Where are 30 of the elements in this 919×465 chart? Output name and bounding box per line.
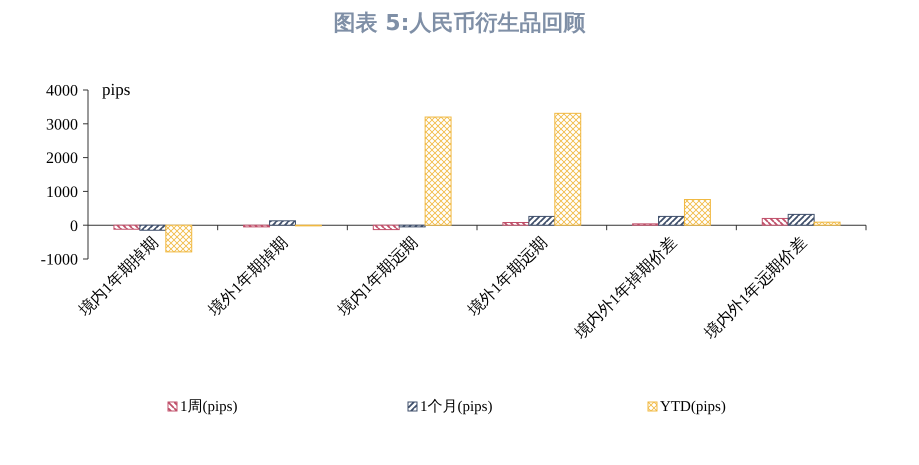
bar [139, 224, 166, 231]
legend-label: YTD(pips) [660, 399, 726, 415]
bar [424, 116, 452, 226]
bar [814, 222, 841, 226]
y-tick-label: 1000 [46, 184, 78, 201]
bar [113, 224, 140, 230]
legend-label: 1个月(pips) [420, 398, 492, 415]
x-tick-label: 境外1年期远期 [464, 233, 551, 320]
x-tick-label: 境内外1年远期价差 [700, 233, 810, 343]
bar [165, 224, 192, 252]
y-tick-label: 2000 [46, 150, 78, 168]
x-tick-label: 境外1年期掉期 [204, 233, 292, 320]
y-tick-label: 0 [70, 218, 78, 235]
y-axis-title: pips [102, 80, 130, 99]
bar [269, 220, 296, 226]
bar [658, 216, 685, 226]
bar [762, 218, 789, 226]
bar [502, 222, 530, 226]
y-tick-label: 4000 [46, 82, 78, 100]
x-tick-label: 境内外1年掉期价差 [570, 233, 680, 343]
bar [372, 224, 400, 230]
chart-title: 图表 5:人民币衍生品回顾 [334, 11, 586, 36]
bar [788, 214, 815, 226]
y-tick-label: 3000 [46, 116, 78, 134]
y-tick-label: -1000 [40, 252, 78, 269]
bar [528, 216, 556, 226]
bar [554, 112, 582, 226]
x-tick-label: 境内1年期远期 [334, 233, 421, 320]
bar [684, 199, 711, 226]
legend-label: 1周(pips) [180, 399, 238, 415]
